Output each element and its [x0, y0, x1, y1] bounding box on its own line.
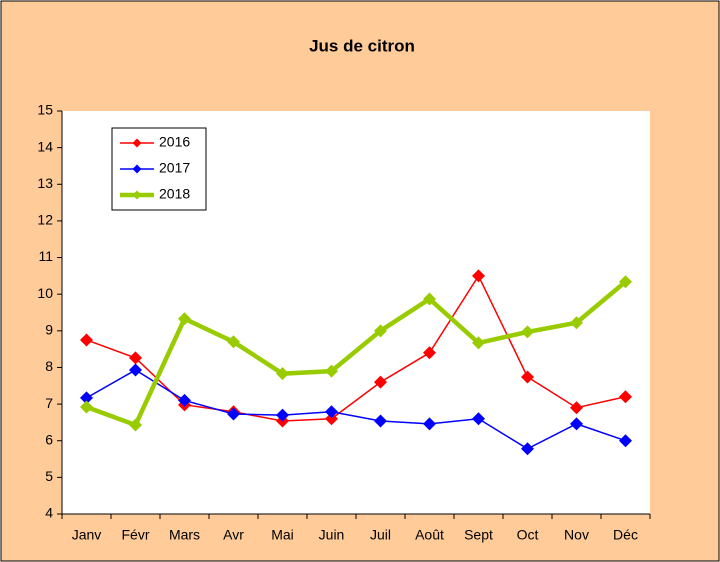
data-point — [619, 390, 632, 404]
data-point — [521, 370, 534, 384]
data-point — [325, 364, 338, 378]
data-point — [227, 335, 240, 349]
data-point — [521, 442, 534, 456]
series-line — [86, 274, 626, 422]
data-point — [276, 408, 289, 422]
x-tick-label: Nov — [564, 527, 589, 543]
y-tick-label: 4 — [45, 505, 53, 521]
data-point — [619, 275, 632, 289]
y-tick-label: 7 — [45, 395, 53, 411]
data-point — [374, 414, 387, 428]
y-tick-label: 12 — [37, 212, 53, 228]
legend-label: 2018 — [159, 186, 190, 202]
x-tick-label: Déc — [613, 527, 638, 543]
y-tick-label: 9 — [45, 322, 53, 338]
data-point — [276, 367, 289, 381]
data-point — [80, 391, 93, 405]
x-tick-label: Janv — [72, 527, 102, 543]
x-tick-label: Avr — [223, 527, 244, 543]
x-tick-label: Juin — [319, 527, 345, 543]
data-point — [423, 346, 436, 360]
data-point — [472, 412, 485, 426]
data-point — [472, 336, 485, 350]
data-point — [423, 417, 436, 431]
data-point — [178, 393, 191, 407]
x-tick-label: Mai — [271, 527, 294, 543]
data-point — [374, 324, 387, 338]
legend-marker — [132, 164, 142, 174]
data-point — [472, 269, 485, 283]
data-point — [129, 418, 142, 432]
chart-title: Jus de citron — [309, 36, 415, 55]
y-tick-label: 15 — [37, 102, 53, 118]
data-point — [227, 407, 240, 421]
legend-marker — [132, 190, 142, 200]
legend-label: 2016 — [159, 134, 190, 150]
y-tick-label: 13 — [37, 175, 53, 191]
data-point — [570, 316, 583, 330]
y-tick-label: 11 — [38, 248, 53, 264]
data-point — [80, 333, 93, 347]
data-point — [374, 375, 387, 389]
series-line — [86, 369, 626, 450]
data-point — [325, 405, 338, 419]
data-point — [129, 363, 142, 377]
data-point — [570, 401, 583, 415]
legend-marker — [132, 138, 142, 148]
x-tick-label: Mars — [169, 527, 200, 543]
y-tick-label: 6 — [45, 431, 53, 447]
data-point — [129, 351, 142, 365]
y-tick-label: 14 — [37, 138, 53, 154]
x-tick-label: Août — [415, 527, 444, 543]
legend-label: 2017 — [159, 160, 190, 176]
x-tick-label: Févr — [122, 527, 150, 543]
series-line — [85, 279, 627, 428]
data-point — [80, 400, 93, 414]
data-point — [521, 325, 534, 339]
x-tick-label: Juil — [370, 527, 391, 543]
y-tick-label: 8 — [45, 358, 53, 374]
data-point — [178, 312, 191, 326]
data-point — [619, 434, 632, 448]
y-tick-label: 10 — [37, 285, 53, 301]
data-point — [570, 417, 583, 431]
data-point — [325, 412, 338, 426]
x-tick-label: Oct — [517, 527, 539, 543]
y-tick-label: 5 — [45, 468, 53, 484]
data-point — [423, 292, 436, 306]
x-tick-label: Sept — [464, 527, 493, 543]
